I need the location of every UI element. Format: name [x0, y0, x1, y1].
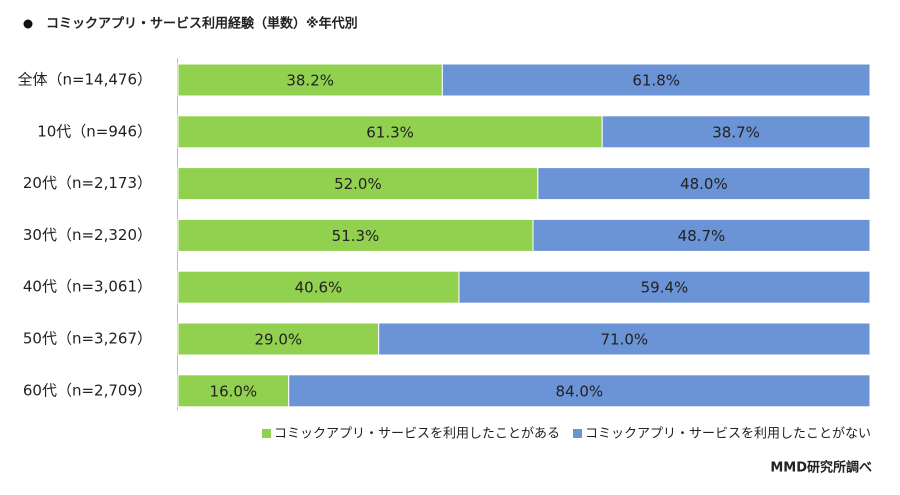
value-label: 38.2% — [286, 72, 334, 90]
value-label: 84.0% — [556, 382, 604, 400]
value-label: 48.7% — [678, 227, 726, 245]
value-label: 52.0% — [334, 175, 382, 193]
value-label: 29.0% — [255, 331, 303, 349]
value-label: 38.7% — [712, 123, 760, 141]
bar-segment — [177, 374, 290, 408]
legend-swatch — [262, 429, 271, 438]
chart-title: コミックアプリ・サービス利用経験（単数）※年代別 — [46, 16, 358, 32]
category-label: 全体（n=14,476） — [17, 71, 152, 89]
bar-segment — [537, 167, 871, 201]
value-label: 61.8% — [632, 72, 680, 90]
bar-segment — [177, 322, 380, 356]
bar-segment — [601, 115, 871, 149]
bar-segment — [378, 322, 871, 356]
bar-segment — [441, 63, 871, 97]
value-label: 71.0% — [601, 331, 649, 349]
value-label: 40.6% — [295, 279, 343, 297]
bar-segment — [177, 115, 603, 149]
value-label: 59.4% — [641, 279, 689, 297]
category-label: 10代（n=946） — [37, 122, 152, 140]
category-label: 30代（n=2,320） — [23, 226, 152, 244]
value-label: 16.0% — [210, 382, 258, 400]
bar-segment — [458, 270, 871, 304]
category-label: 60代（n=2,709） — [23, 381, 152, 399]
value-label: 51.3% — [332, 227, 380, 245]
value-label: 61.3% — [366, 123, 414, 141]
bar-segment — [288, 374, 871, 408]
title-bullet — [23, 19, 33, 29]
value-label: 48.0% — [680, 175, 728, 193]
legend-label: コミックアプリ・サービスを利用したことがある — [274, 427, 560, 442]
source: MMD研究所調べ — [770, 460, 872, 476]
bar-segment — [177, 270, 460, 304]
legend-label: コミックアプリ・サービスを利用したことがない — [585, 427, 871, 442]
bar-segment — [532, 218, 871, 252]
category-label: 50代（n=3,267） — [23, 330, 152, 348]
legend-swatch — [573, 429, 582, 438]
category-label: 40代（n=3,061） — [23, 278, 152, 296]
category-label: 20代（n=2,173） — [23, 174, 152, 192]
